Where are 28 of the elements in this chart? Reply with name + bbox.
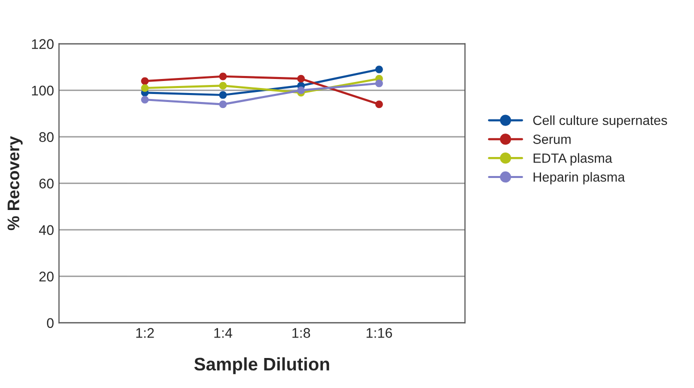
y-tick-label: 20 (39, 272, 54, 282)
point (141, 96, 149, 104)
point (141, 84, 149, 92)
x-tick-label: 1:8 (292, 328, 310, 338)
point (219, 91, 227, 99)
legend-label: Serum (533, 134, 571, 144)
x-tick-label: 1:16 (366, 328, 392, 338)
x-axis-title: Sample Dilution (194, 357, 330, 374)
point (141, 77, 149, 85)
point (219, 82, 227, 90)
legend-label: Heparin plasma (534, 172, 625, 184)
y-tick-label: 0 (46, 318, 54, 328)
y-tick-label: 60 (39, 178, 54, 188)
y-tick-label: 40 (39, 225, 54, 235)
point (375, 80, 383, 88)
y-tick-label: 80 (39, 132, 54, 142)
legend-label: Cell culture supernates (533, 115, 668, 128)
legend-label: EDTA plasma (534, 153, 612, 166)
point (375, 66, 383, 74)
y-tick-label: 100 (32, 86, 54, 96)
y-tick-label: 120 (32, 39, 54, 50)
x-tick-label: 1:4 (214, 328, 232, 338)
x-tick-label: 1:2 (136, 328, 154, 338)
point (375, 100, 383, 108)
y-axis-title: % Recovery (8, 136, 23, 230)
point (219, 100, 227, 108)
point (297, 74, 305, 83)
point (219, 72, 227, 80)
